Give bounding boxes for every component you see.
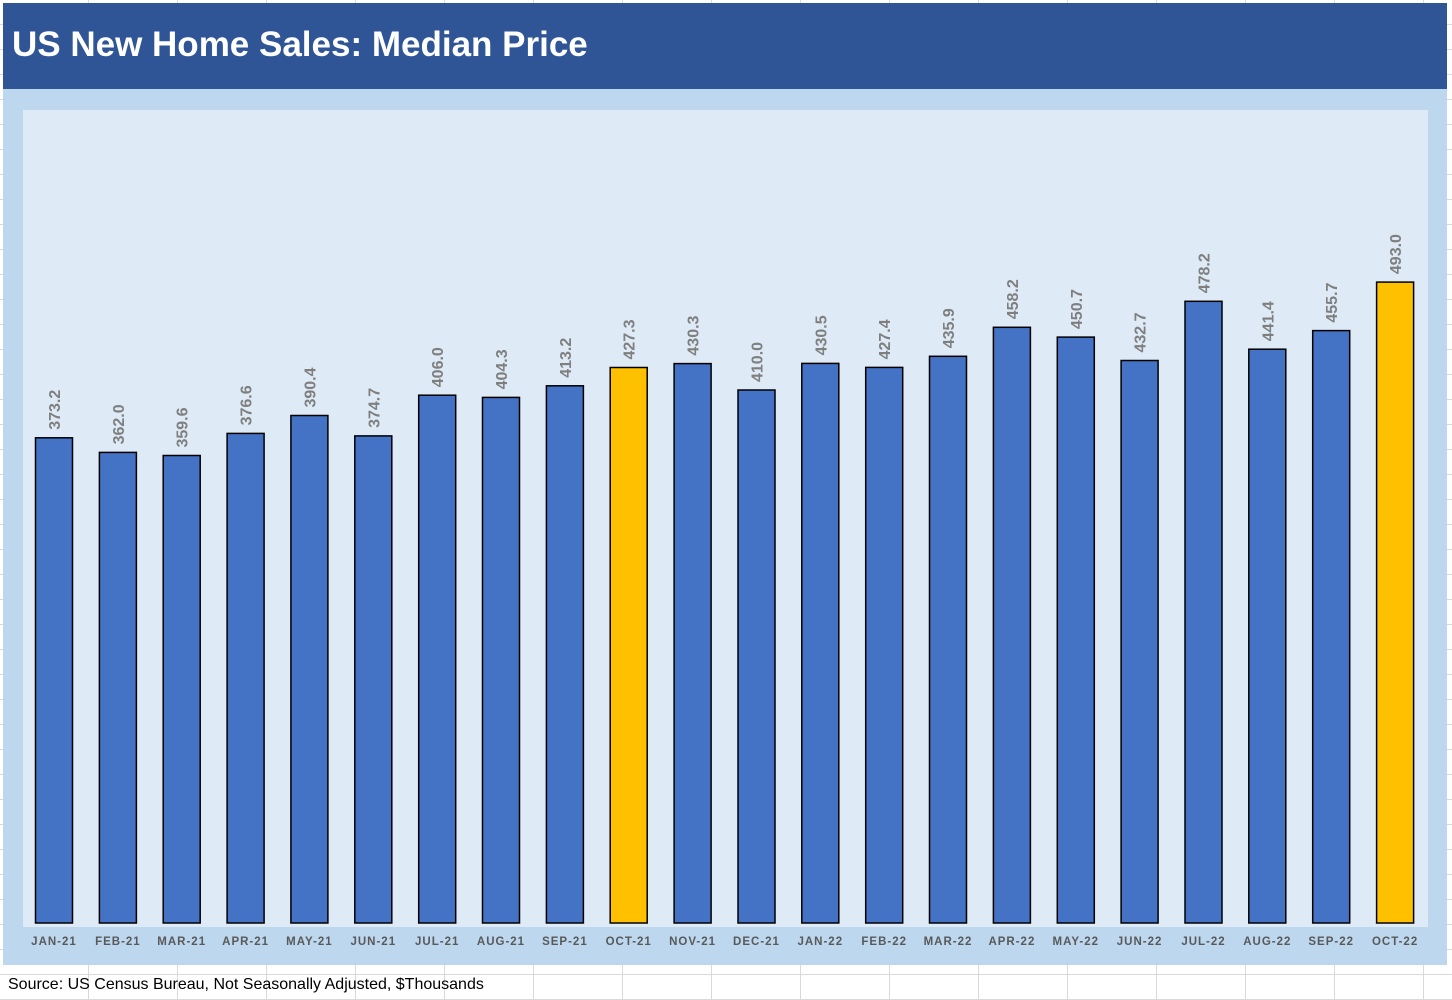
bar-feb-21[interactable] [98,451,138,924]
bar-oct-21[interactable] [609,366,648,924]
x-tick-label-mar-22: MAR-22 [924,936,973,948]
bar-nov-21[interactable] [673,362,712,924]
data-label-apr-21: 376.6 [239,385,256,425]
data-label-jul-21: 406.0 [430,347,447,387]
bar-sep-21[interactable] [545,385,585,924]
data-label-aug-22: 441.4 [1260,301,1277,341]
chart-frame[interactable]: US New Home Sales: Median Price 373.2 JAN… [3,3,1447,965]
data-label-oct-22: 493.0 [1388,234,1405,274]
bar-feb-22[interactable] [864,366,904,924]
bar-may-21[interactable] [290,414,329,924]
bar-jan-21[interactable] [34,437,74,924]
data-label-jan-21: 373.2 [47,390,64,430]
chart-title: US New Home Sales: Median Price [12,25,588,64]
data-label-mar-22: 435.9 [941,308,958,348]
x-tick-label-aug-22: AUG-22 [1243,936,1291,948]
data-label-sep-21: 413.2 [558,338,575,378]
x-tick-label-dec-21: DEC-21 [733,936,780,948]
data-label-feb-22: 427.4 [877,319,894,359]
bar-jan-22[interactable] [801,362,840,924]
data-label-feb-21: 362.0 [111,404,128,444]
data-label-dec-21: 410.0 [750,342,767,382]
x-tick-label-jun-22: JUN-22 [1117,936,1163,948]
data-label-nov-21: 430.3 [686,315,703,355]
data-label-jun-22: 432.7 [1133,312,1150,352]
bar-sep-22[interactable] [1311,329,1351,924]
x-tick-label-jan-22: JAN-22 [797,936,843,948]
x-tick-label-oct-21: OCT-21 [606,936,652,948]
bar-jul-22[interactable] [1184,300,1223,924]
data-label-mar-21: 359.6 [175,407,192,447]
x-tick-label-mar-21: MAR-21 [157,936,206,948]
x-tick-label-jan-21: JAN-21 [31,936,77,948]
data-label-jan-22: 430.5 [813,315,830,355]
bar-mar-22[interactable] [928,355,968,924]
bar-oct-22[interactable] [1375,281,1415,924]
bar-mar-21[interactable] [162,454,201,924]
x-tick-label-oct-22: OCT-22 [1372,936,1418,948]
source-note: Source: US Census Bureau, Not Seasonally… [8,976,484,993]
data-label-aug-21: 404.3 [494,349,511,389]
bar-jun-21[interactable] [354,435,393,924]
x-tick-label-sep-22: SEP-22 [1308,936,1354,948]
data-label-sep-22: 455.7 [1324,282,1341,322]
data-label-oct-21: 427.3 [622,319,639,359]
bar-apr-21[interactable] [226,432,265,924]
data-label-may-22: 450.7 [1069,289,1086,329]
x-tick-label-feb-22: FEB-22 [861,936,907,948]
x-tick-label-aug-21: AUG-21 [477,936,525,948]
bar-chart: 373.2 JAN-21 362.0 FEB-21 359.6 MAR-21 376.6 AP… [31,234,1418,948]
x-tick-label-jul-22: JUL-22 [1181,936,1225,948]
data-label-may-21: 390.4 [302,367,319,407]
x-tick-label-sep-21: SEP-21 [542,936,588,948]
data-label-jul-22: 478.2 [1197,253,1214,293]
bar-aug-21[interactable] [481,396,521,924]
bar-apr-22[interactable] [992,326,1032,924]
chart-title-bar: US New Home Sales: Median Price [3,3,1447,89]
bar-may-22[interactable] [1056,336,1096,924]
x-tick-label-apr-22: APR-22 [988,936,1035,948]
x-tick-label-apr-21: APR-21 [222,936,269,948]
x-tick-label-may-21: MAY-21 [286,936,333,948]
bar-jun-22[interactable] [1120,359,1159,924]
x-tick-label-jun-21: JUN-21 [350,936,396,948]
x-tick-label-nov-21: NOV-21 [669,936,716,948]
x-tick-label-jul-21: JUL-21 [415,936,459,948]
x-tick-label-feb-21: FEB-21 [95,936,141,948]
data-label-apr-22: 458.2 [1005,279,1022,319]
bar-aug-22[interactable] [1248,348,1287,924]
bar-dec-21[interactable] [737,389,776,924]
bar-jul-21[interactable] [417,394,457,924]
x-tick-label-may-22: MAY-22 [1053,936,1100,948]
data-label-jun-21: 374.7 [366,388,383,428]
